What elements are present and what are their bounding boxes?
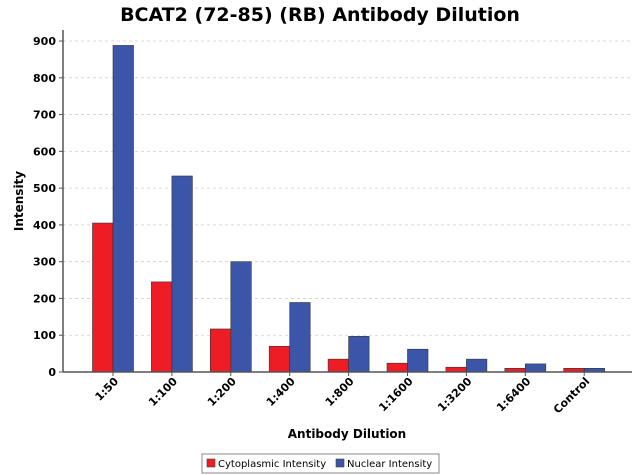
y-tick-label: 0 [48,366,56,379]
y-tick-label: 600 [33,145,56,158]
y-tick-label: 500 [33,182,56,195]
x-tick-labels: 1:50 1:100 1:200 1:400 1:800 1:1600 1:3200 1:64… [93,372,592,416]
bars [92,45,606,373]
bar-cytoplasmic [386,362,408,373]
gridlines [63,40,632,336]
x-tick-label: 1:100 [146,375,180,409]
y-tick-label: 300 [33,256,56,269]
x-tick-label: 1:800 [323,375,357,409]
x-axis-label: Antibody Dilution [288,427,406,441]
x-tick-label: 1:1600 [376,375,416,415]
bar-nuclear [407,348,429,373]
bar-nuclear [289,302,311,373]
bar-cytoplasmic [210,328,232,373]
bar-cytoplasmic [92,222,114,373]
y-tick-label: 700 [33,109,56,122]
legend-swatch-cytoplasmic [206,458,216,468]
x-tick-label: 1:6400 [494,375,534,415]
legend-swatch-nuclear [335,458,345,468]
y-tick-labels: 0 100 200 300 400 500 600 700 800 900 [33,35,63,379]
x-tick-label: 1:3200 [435,375,475,415]
y-tick-label: 400 [33,219,56,232]
x-tick-label: 1:200 [205,375,239,409]
x-tick-label: 1:50 [93,375,122,404]
bar-nuclear [171,175,193,373]
y-tick-label: 200 [33,292,56,305]
y-tick-label: 100 [33,329,56,342]
chart-title: BCAT2 (72-85) (RB) Antibody Dilution [120,4,520,26]
bar-cytoplasmic [268,345,291,373]
legend-label-nuclear: Nuclear Intensity [347,459,432,470]
x-tick-label: Control [551,375,592,416]
bar-nuclear [524,363,547,373]
legend-frame [201,453,440,474]
axes [62,30,632,373]
legend-label-cytoplasmic: Cytoplasmic Intensity [218,459,326,470]
y-tick-label: 800 [33,72,56,85]
legend: Cytoplasmic Intensity Nuclear Intensity [201,453,440,474]
x-tick-label: 1:400 [264,375,298,409]
y-tick-label: 900 [33,35,56,48]
bar-nuclear [112,45,134,373]
y-axis-label: Intensity [12,171,26,231]
bar-cytoplasmic [151,281,173,373]
bar-nuclear [348,336,370,373]
bar-cytoplasmic [327,358,349,373]
bar-nuclear [466,358,488,373]
bar-nuclear [230,261,252,373]
